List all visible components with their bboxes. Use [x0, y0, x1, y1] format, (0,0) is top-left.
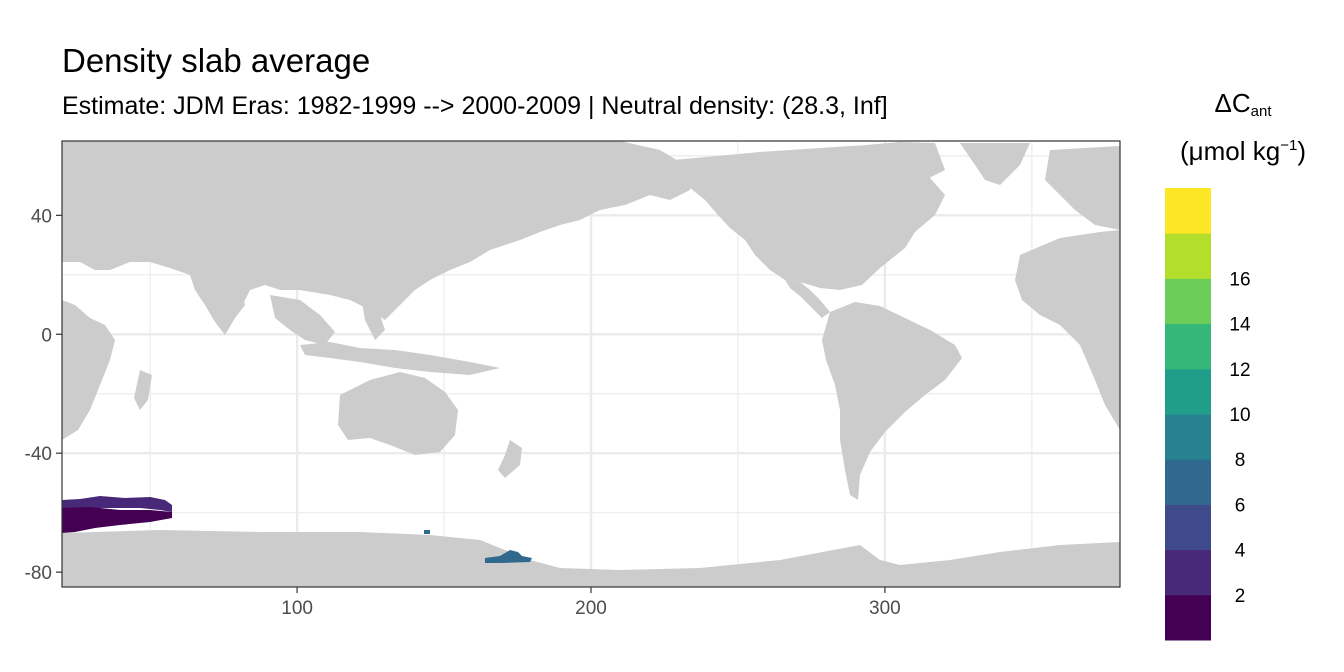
colorbar-segment: [1165, 233, 1211, 279]
colorbar-segment: [1165, 368, 1211, 415]
land-madagascar: [134, 370, 152, 410]
x-tick-label: 100: [281, 598, 313, 619]
land-india: [190, 272, 245, 335]
colorbar-segment: [1165, 504, 1211, 551]
y-tick-label: 40: [31, 206, 52, 227]
land-australia: [338, 372, 458, 455]
colorbar-segment: [1165, 188, 1211, 234]
colorbar-label: 2: [1235, 586, 1246, 607]
land-americas: [652, 144, 945, 290]
colorbar: 2 4 6 8 10 12 14 16: [1165, 188, 1251, 641]
land-new-zealand: [498, 440, 522, 478]
x-tick-label: 200: [575, 598, 607, 619]
colorbar-label: 8: [1235, 450, 1246, 471]
cell-ross-sea: [485, 550, 532, 563]
y-tick-label: 0: [41, 325, 52, 346]
colorbar-label: 16: [1229, 269, 1250, 290]
colorbar-label: 4: [1235, 541, 1246, 562]
legend-title: ΔCant: [1214, 88, 1272, 120]
colorbar-label: 14: [1229, 315, 1251, 336]
colorbar-segment: [1165, 414, 1211, 460]
land-southeast-asia: [270, 295, 335, 345]
cell-wilkes-margin: [424, 530, 430, 534]
land-europe-north: [1045, 146, 1120, 230]
colorbar-label: 10: [1229, 405, 1250, 426]
land-philippines-japan: [360, 215, 440, 340]
legend-unit: (μmol kg−1): [1180, 136, 1306, 166]
colorbar-segment: [1165, 594, 1211, 641]
y-tick-label: -40: [25, 444, 52, 465]
land-south-america: [822, 302, 962, 500]
colorbar-segment: [1165, 323, 1211, 370]
land-mask: [62, 141, 1120, 587]
land-africa-west-edge: [62, 141, 115, 440]
x-tick-label: 300: [869, 598, 901, 619]
land-north-america-arctic: [855, 142, 945, 180]
colorbar-segment: [1165, 459, 1211, 505]
plot-subtitle: Estimate: JDM Eras: 1982-1999 --> 2000-2…: [62, 92, 888, 120]
cell-atlantic-indian-lower: [62, 507, 172, 533]
colorbar-label: 6: [1235, 495, 1246, 516]
land-antarctica: [62, 530, 1120, 587]
land-central-america: [785, 280, 830, 318]
land-greenland: [960, 143, 1030, 185]
land-africa-europe: [1015, 230, 1120, 430]
colorbar-segment: [1165, 278, 1211, 325]
y-tick-label: -80: [25, 563, 52, 584]
land-indonesia: [300, 342, 500, 375]
colorbar-segment: [1165, 549, 1211, 596]
plot-title: Density slab average: [62, 42, 371, 79]
colorbar-label: 12: [1229, 360, 1250, 381]
data-cells: [62, 496, 532, 563]
